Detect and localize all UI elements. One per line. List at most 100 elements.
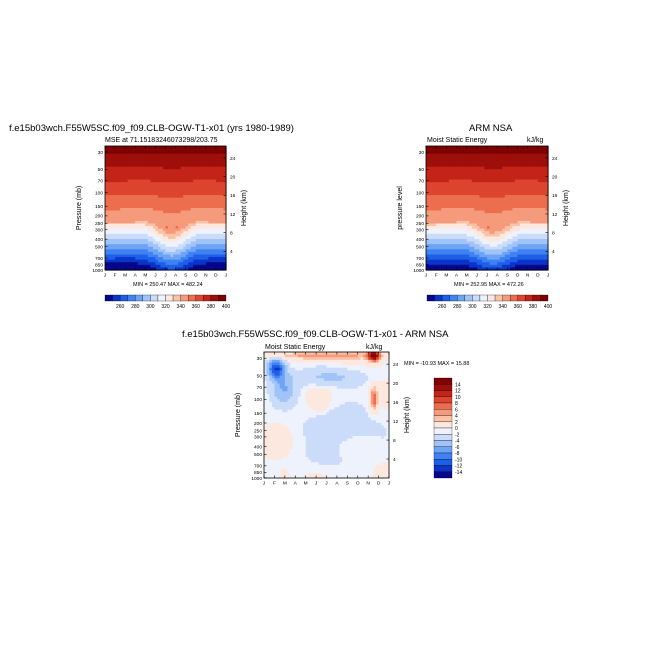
obs-heatmap-cell [537, 205, 541, 209]
model-heatmap-cell [122, 262, 126, 266]
model-heatmap-cell [112, 200, 116, 204]
model-heatmap-cell [193, 254, 197, 258]
model-heatmap-cell [183, 169, 187, 173]
model-heatmap-cell [198, 205, 202, 209]
obs-heatmap-cell [453, 264, 458, 269]
model-heatmap-cell [155, 262, 159, 266]
model-heatmap-cell [117, 187, 121, 191]
obs-heatmap-cell [512, 213, 516, 217]
model-heatmap-cell [130, 195, 134, 199]
model-heatmap-cell [190, 210, 194, 214]
model-heatmap-cell [127, 251, 131, 256]
obs-heatmap-cell [446, 205, 450, 209]
obs-heatmap-cell [428, 161, 432, 165]
model-heatmap-cell [115, 241, 119, 245]
obs-heatmap-cell [532, 195, 536, 199]
obs-heatmap-cell [433, 148, 437, 152]
obs-heatmap-cell [476, 189, 480, 194]
model-heatmap-cell [175, 239, 179, 243]
obs-heatmap-cell [494, 215, 498, 219]
model-heatmap-cell [140, 223, 144, 227]
model-heatmap-cell [137, 151, 141, 155]
model-heatmap-cell [205, 218, 209, 222]
model-heatmap-cell [155, 200, 159, 204]
obs-heatmap-cell [479, 153, 483, 157]
obs-heatmap-cell [469, 195, 473, 199]
diff-heatmap-cell [323, 354, 328, 358]
model-heatmap-cell [120, 239, 124, 243]
obs-heatmap-cell [487, 239, 491, 243]
model-heatmap-cell [135, 174, 139, 178]
model-heatmap-cell [200, 169, 204, 173]
obs-heatmap-cell [497, 197, 501, 201]
model-heatmap-cell [175, 244, 179, 248]
obs-heatmap-cell [453, 158, 458, 163]
model-heatmap-cell [193, 267, 197, 271]
obs-heatmap-cell [443, 197, 447, 201]
obs-heatmap-cell [456, 148, 460, 152]
diff-heatmap-cell [329, 357, 333, 361]
model-heatmap-cell [127, 189, 131, 194]
obs-heatmap-cell [471, 174, 475, 178]
obs-heatmap-cell [494, 267, 498, 271]
obs-heatmap-cell [471, 246, 475, 250]
obs-heatmap-cell [522, 153, 526, 157]
model-heatmap-cell [188, 189, 192, 194]
model-heatmap-cell [137, 267, 141, 271]
model-heatmap-cell [203, 251, 207, 256]
model-heatmap-cell [210, 236, 214, 240]
obs-heatmap-cell [431, 153, 435, 157]
model-heatmap-cell [178, 177, 182, 181]
obs-heatmap-cell [535, 195, 539, 199]
model-heatmap-cell [110, 213, 114, 217]
obs-heatmap-cell [479, 195, 483, 199]
obs-heatmap-cell [522, 213, 526, 217]
model-heatmap-cell [105, 244, 109, 248]
obs-heatmap-cell [522, 228, 526, 232]
obs-heatmap-cell [527, 241, 531, 245]
model-heatmap-cell [190, 192, 194, 196]
obs-heatmap-cell [545, 200, 549, 204]
model-heatmap-cell [110, 251, 114, 256]
obs-heatmap-cell [428, 239, 432, 243]
model-heatmap-cell [220, 205, 225, 209]
model-heatmap-cell [155, 210, 159, 214]
model-heatmap-cell [147, 262, 151, 266]
obs-heatmap-cell [453, 220, 458, 225]
model-heatmap-cell [173, 257, 177, 261]
model-heatmap-cell [120, 233, 124, 238]
obs-heatmap-cell [494, 200, 498, 204]
obs-heatmap-cell [514, 208, 519, 212]
obs-heatmap-cell [492, 161, 496, 165]
diff-heatmap-cell [383, 354, 387, 358]
diff-heatmap-cell [313, 354, 317, 358]
model-heatmap-cell [120, 153, 124, 157]
diff-heatmap-cell [264, 354, 268, 358]
model-heatmap-cell [210, 174, 214, 178]
model-heatmap-cell [145, 233, 149, 238]
obs-heatmap-cell [525, 192, 529, 196]
obs-heatmap-cell [484, 246, 488, 250]
obs-heatmap-cell [514, 259, 519, 263]
obs-heatmap-cell [517, 249, 521, 253]
obs-heatmap-cell [446, 262, 450, 266]
model-heatmap-cell [170, 241, 174, 245]
obs-heatmap-cell [507, 208, 511, 212]
obs-heatmap-cell [522, 236, 526, 240]
obs-heatmap-cell [525, 182, 529, 186]
model-heatmap-cell [213, 251, 217, 256]
model-heatmap-cell [198, 226, 202, 230]
model-heatmap-cell [190, 174, 194, 178]
obs-heatmap-cell [451, 233, 455, 238]
obs-heatmap-cell [471, 200, 475, 204]
obs-heatmap-cell [504, 228, 508, 232]
obs-heatmap-cell [436, 179, 440, 183]
obs-heatmap-cell [499, 231, 503, 235]
model-heatmap-cell [218, 151, 222, 155]
model-heatmap-cell [110, 262, 114, 266]
obs-heatmap-cell [481, 202, 486, 207]
obs-heatmap-cell [474, 153, 478, 157]
model-heatmap-cell [193, 249, 197, 253]
model-heatmap-cell [170, 223, 174, 227]
